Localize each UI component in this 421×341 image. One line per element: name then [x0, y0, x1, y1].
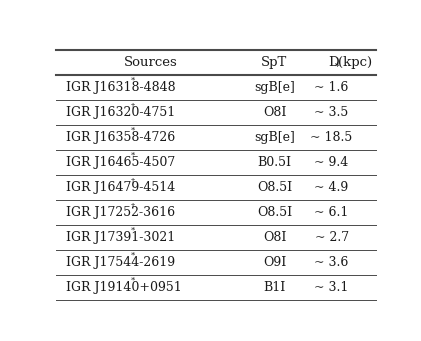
Text: O8I: O8I	[263, 106, 286, 119]
Text: (kpc): (kpc)	[338, 56, 372, 69]
Text: IGR J16465-4507: IGR J16465-4507	[66, 156, 175, 169]
Text: IGR J17252-3616: IGR J17252-3616	[66, 206, 175, 219]
Text: IGR J16320-4751: IGR J16320-4751	[66, 106, 175, 119]
Text: IGR J17544-2619: IGR J17544-2619	[66, 256, 175, 269]
Text: †: †	[131, 201, 135, 209]
Text: *: *	[131, 127, 136, 134]
Text: ~ 3.5: ~ 3.5	[314, 106, 349, 119]
Text: IGR J16318-4848: IGR J16318-4848	[66, 81, 175, 94]
Text: ~ 4.9: ~ 4.9	[314, 181, 349, 194]
Text: O8.5I: O8.5I	[257, 206, 292, 219]
Text: ~ 6.1: ~ 6.1	[314, 206, 349, 219]
Text: D: D	[328, 56, 339, 69]
Text: SpT: SpT	[261, 56, 288, 69]
Text: †: †	[131, 176, 135, 184]
Text: IGR J19140+0951: IGR J19140+0951	[66, 281, 181, 294]
Text: O8.5I: O8.5I	[257, 181, 292, 194]
Text: *: *	[131, 151, 136, 159]
Text: sgB[e]: sgB[e]	[254, 81, 295, 94]
Text: *: *	[131, 76, 136, 85]
Text: ~ 3.1: ~ 3.1	[314, 281, 349, 294]
Text: †: †	[131, 102, 135, 109]
Text: sgB[e]: sgB[e]	[254, 131, 295, 144]
Text: B1I: B1I	[264, 281, 285, 294]
Text: *: *	[131, 276, 136, 284]
Text: IGR J16358-4726: IGR J16358-4726	[66, 131, 175, 144]
Text: IGR J16479-4514: IGR J16479-4514	[66, 181, 175, 194]
Text: ~ 3.6: ~ 3.6	[314, 256, 349, 269]
Text: B0.5I: B0.5I	[258, 156, 291, 169]
Text: Sources: Sources	[124, 56, 177, 69]
Text: *: *	[131, 251, 136, 259]
Text: ~ 18.5: ~ 18.5	[310, 131, 353, 144]
Text: ∗: ∗	[334, 61, 341, 70]
Text: O9I: O9I	[263, 256, 286, 269]
Text: IGR J17391-3021: IGR J17391-3021	[66, 231, 175, 244]
Text: ~ 1.6: ~ 1.6	[314, 81, 349, 94]
Text: ~ 9.4: ~ 9.4	[314, 156, 349, 169]
Text: *: *	[131, 226, 136, 234]
Text: O8I: O8I	[263, 231, 286, 244]
Text: ~ 2.7: ~ 2.7	[314, 231, 349, 244]
